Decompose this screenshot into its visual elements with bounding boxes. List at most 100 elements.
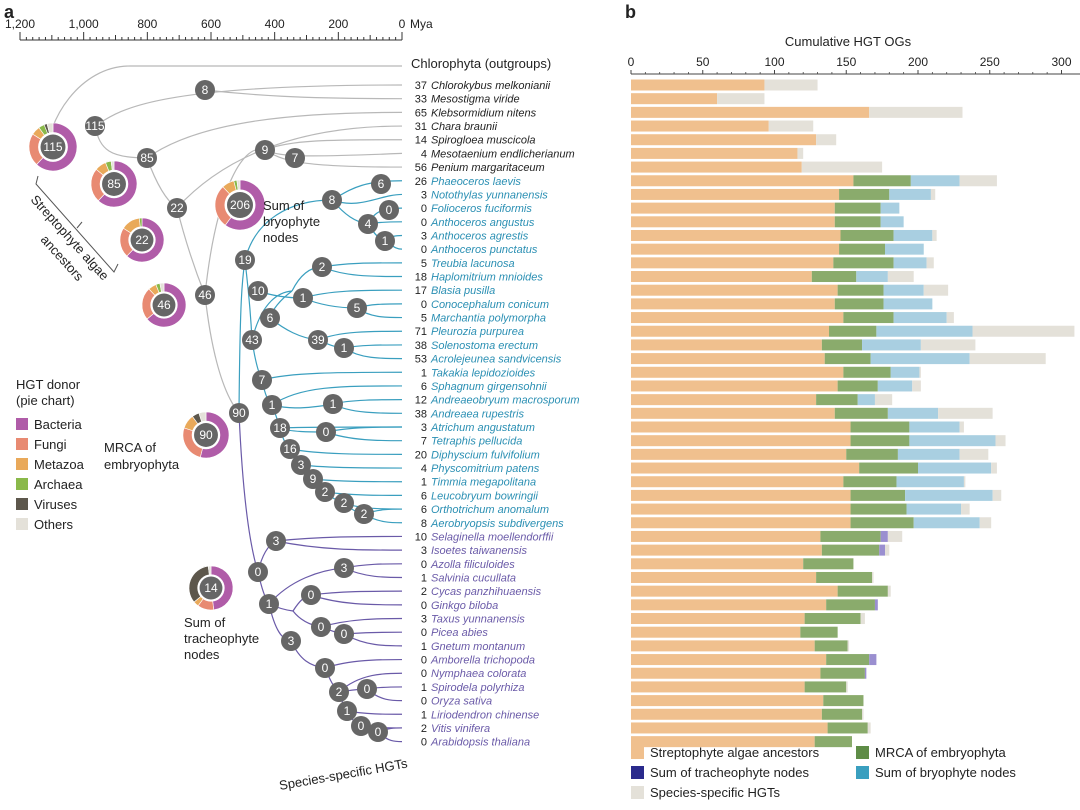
tree-node-label: 2 — [341, 496, 348, 510]
bar-segment — [631, 530, 821, 542]
species-count: 0 — [421, 737, 427, 749]
bar-segment — [631, 353, 825, 365]
bar-segment — [850, 517, 914, 529]
species-name: Andreaea rupestris — [430, 408, 524, 420]
species-name: Oryza sativa — [431, 696, 492, 708]
bar-segment — [909, 435, 996, 447]
tree-node: 19 — [235, 250, 255, 270]
bar-segment — [631, 558, 804, 570]
bar-segment — [826, 599, 875, 611]
species-name: Mesostigma viride — [431, 94, 520, 106]
tree-node-label: 3 — [273, 534, 280, 548]
tree-node: 2 — [334, 493, 354, 513]
species-count: 0 — [421, 299, 427, 311]
pie-legend-swatch — [16, 458, 28, 470]
bar-legend-label: Streptophyte algae ancestors — [650, 745, 820, 760]
species-count: 37 — [415, 80, 427, 92]
tree-node-label: 0 — [386, 203, 393, 217]
species-count: 18 — [415, 272, 427, 284]
bar-segment — [631, 79, 765, 91]
pie-legend-title-1: HGT donor — [16, 377, 81, 392]
species-name: Cycas panzhihuaensis — [431, 586, 542, 598]
tree-node: 0 — [351, 716, 371, 736]
bar-legend-label: Sum of tracheophyte nodes — [650, 765, 809, 780]
bar-segment — [872, 571, 874, 583]
tree-node: 9 — [303, 469, 323, 489]
species-count: 0 — [421, 600, 427, 612]
species-name: Anthoceros angustus — [430, 217, 535, 229]
bar-segment — [880, 530, 888, 542]
pie-center-label: 46 — [157, 298, 171, 312]
x-tick-label: 200 — [908, 55, 928, 69]
bar-segment — [991, 462, 997, 474]
pie-legend-label: Fungi — [34, 437, 67, 452]
timeline-tick-2: 800 — [137, 17, 157, 31]
timeline-tick-4: 400 — [265, 17, 285, 31]
species-count: 1 — [421, 682, 427, 694]
pie-legend-label: Bacteria — [34, 417, 82, 432]
tree-node: 0 — [301, 585, 321, 605]
bar-segment — [631, 613, 805, 625]
tree-node: 85 — [137, 148, 157, 168]
bar-segment — [631, 93, 718, 105]
tree-node: 7 — [252, 370, 272, 390]
tree-node: 22 — [167, 198, 187, 218]
species-count: 0 — [421, 655, 427, 667]
sum-tracheophyte-label-1: Sum of — [184, 615, 226, 630]
tree-node: 1 — [262, 395, 282, 415]
bar-segment — [880, 202, 900, 214]
tree-node-label: 3 — [288, 634, 295, 648]
species-count: 0 — [421, 217, 427, 229]
bar-segment — [837, 380, 878, 392]
bar-segment — [834, 407, 888, 419]
bar-legend: Streptophyte algae ancestors MRCA of embr… — [631, 745, 1016, 800]
pie-legend-title-2: (pie chart) — [16, 393, 75, 408]
bar-segment — [834, 298, 884, 310]
bar-segment — [959, 175, 997, 187]
tree-node-label: 6 — [267, 311, 274, 325]
species-name: Klebsormidium nitens — [431, 107, 537, 119]
species-count: 20 — [415, 449, 427, 461]
x-tick-label: 0 — [628, 55, 635, 69]
bar-legend-swatch — [631, 766, 644, 779]
bar-segment — [856, 271, 888, 283]
bar-segment — [853, 175, 911, 187]
pie-chart: 115 — [28, 122, 78, 172]
species-name: Leucobryum bowringii — [431, 490, 539, 502]
species-name: Phaeoceros laevis — [431, 176, 521, 188]
species-name: Treubia lacunosa — [431, 258, 515, 270]
bar-segment — [827, 722, 868, 734]
bar-segment — [843, 476, 897, 488]
bar-segment — [631, 421, 851, 433]
tree-node: 8 — [322, 190, 342, 210]
tree-node-label: 1 — [266, 597, 273, 611]
bar-segment — [893, 257, 927, 269]
x-axis-title: Cumulative HGT OGs — [785, 34, 912, 49]
bar-segment — [887, 530, 903, 542]
mrca-label-1: MRCA of — [104, 440, 156, 455]
tree-node: 0 — [368, 722, 388, 742]
bar-segment — [631, 202, 835, 214]
bar-segment — [887, 585, 891, 597]
species-count: 14 — [415, 135, 427, 147]
bar-segment — [631, 435, 851, 447]
bar-segment — [631, 175, 854, 187]
tree-node-label: 5 — [354, 301, 361, 315]
pie-chart: 22 — [119, 217, 165, 263]
bar-segment — [889, 188, 931, 200]
species-count: 3 — [421, 545, 427, 557]
tree-node-label: 0 — [341, 627, 348, 641]
pie-chart: 206 — [214, 179, 266, 231]
bar-segment — [797, 147, 804, 159]
bar-segment — [631, 284, 838, 296]
sum-bryophyte-label-3: nodes — [263, 230, 299, 245]
species-name: Taxus yunnanensis — [431, 614, 525, 626]
bar-segment — [631, 298, 835, 310]
pie-chart: 85 — [90, 160, 138, 208]
outgroup-label: Chlorophyta (outgroups) — [411, 56, 551, 71]
bar-segment — [811, 271, 857, 283]
tree-node-label: 8 — [202, 83, 209, 97]
pie-legend: HGT donor (pie chart) Bacteria Fungi Metaz… — [16, 377, 85, 532]
tree-node: 16 — [280, 439, 300, 459]
species-count: 3 — [421, 422, 427, 434]
